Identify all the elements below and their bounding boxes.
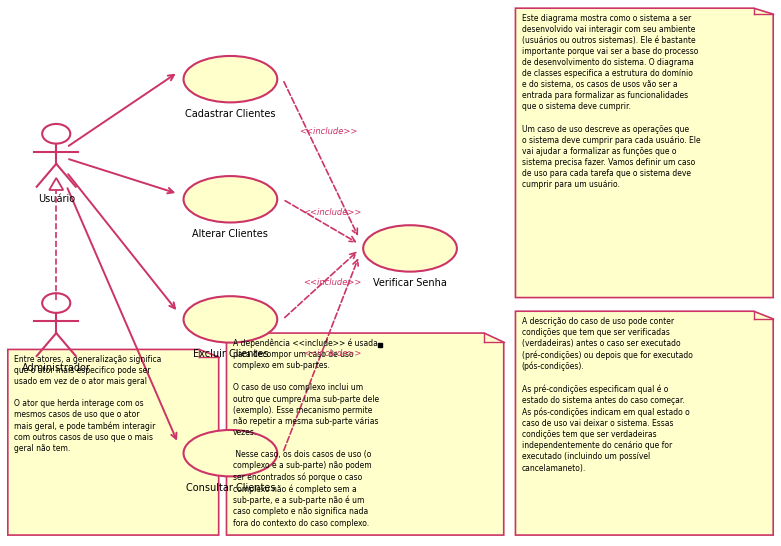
- Text: Entre atores, a generalização significa
que o ator mais especifico pode ser
usad: Entre atores, a generalização significa …: [14, 355, 162, 453]
- Ellipse shape: [184, 296, 277, 343]
- Polygon shape: [515, 8, 773, 298]
- Text: A dependência <<include>> é usada
para decompor um caso de uso
complexo em sub-p: A dependência <<include>> é usada para d…: [233, 339, 379, 527]
- Text: A descrição do caso de uso pode conter
condições que tem que ser verificadas
(ve: A descrição do caso de uso pode conter c…: [522, 317, 693, 473]
- Text: <<include>>: <<include>>: [303, 349, 361, 358]
- Text: <<include>>: <<include>>: [299, 127, 357, 135]
- Ellipse shape: [184, 56, 277, 103]
- Ellipse shape: [363, 225, 457, 271]
- Text: Usuário: Usuário: [37, 194, 75, 204]
- Text: Alterar Clientes: Alterar Clientes: [192, 229, 269, 239]
- Polygon shape: [515, 311, 773, 535]
- Polygon shape: [49, 178, 63, 190]
- Text: <<include>>: <<include>>: [303, 209, 361, 217]
- Text: Consultar Clientes: Consultar Clientes: [186, 483, 275, 493]
- Text: Excluir Clientes: Excluir Clientes: [193, 349, 268, 359]
- Polygon shape: [226, 333, 504, 535]
- Text: Este diagrama mostra como o sistema a ser
desenvolvido vai interagir com seu amb: Este diagrama mostra como o sistema a se…: [522, 14, 701, 189]
- Text: <<include>>: <<include>>: [303, 278, 361, 287]
- Text: Administrador: Administrador: [22, 363, 91, 373]
- Polygon shape: [8, 349, 219, 535]
- Ellipse shape: [184, 176, 277, 223]
- Text: Verificar Senha: Verificar Senha: [373, 278, 447, 288]
- Text: Cadastrar Clientes: Cadastrar Clientes: [185, 109, 276, 119]
- Ellipse shape: [184, 430, 277, 476]
